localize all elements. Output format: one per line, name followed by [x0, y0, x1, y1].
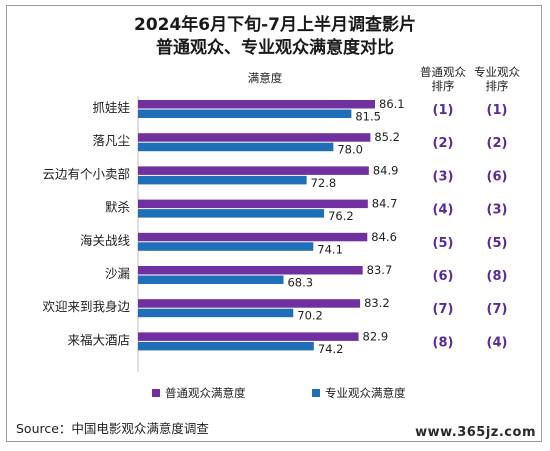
- value-label: 83.2: [364, 296, 390, 310]
- value-label: 76.2: [328, 209, 354, 223]
- value-label: 81.5: [355, 110, 381, 124]
- category-label: 云边有个小卖部: [42, 166, 130, 181]
- value-label: 86.1: [379, 97, 405, 111]
- bar-general: [138, 100, 375, 109]
- category-label: 抓娃娃: [92, 100, 130, 115]
- value-label: 70.2: [297, 309, 323, 323]
- bar-general: [138, 166, 369, 175]
- bar-professional: [138, 209, 325, 218]
- category-label: 沙漏: [105, 266, 130, 281]
- rank-general: (1): [433, 103, 454, 118]
- value-label: 85.2: [374, 130, 400, 144]
- rank-general: (7): [433, 302, 454, 317]
- legend-label: 专业观众满意度: [325, 386, 406, 400]
- bar-general: [138, 199, 368, 209]
- bar-professional: [138, 242, 314, 251]
- rank-professional: (2): [487, 136, 508, 151]
- bar-professional: [138, 109, 352, 118]
- value-label: 74.1: [317, 242, 343, 256]
- category-label: 来福大酒店: [67, 332, 130, 347]
- value-label: 68.3: [287, 276, 313, 290]
- rank-general: (2): [433, 136, 454, 151]
- rank-header-2: 排序: [486, 79, 509, 93]
- rank-professional: (8): [487, 269, 508, 284]
- rank-general: (3): [433, 169, 454, 184]
- value-label: 82.9: [363, 329, 389, 343]
- rank-general: (6): [433, 269, 454, 284]
- legend-swatch: [312, 389, 320, 397]
- category-label: 海关战线: [80, 233, 131, 248]
- chart-title: 2024年6月下旬-7月上半月调查影片: [133, 15, 417, 35]
- rank-header-1: 普通观众: [420, 65, 466, 79]
- value-label: 84.7: [372, 197, 398, 211]
- rank-professional: (7): [487, 302, 508, 317]
- bar-professional: [138, 341, 314, 351]
- bar-professional: [138, 142, 334, 152]
- rank-professional: (6): [487, 169, 508, 184]
- rank-professional: (1): [487, 103, 508, 118]
- bar-professional: [138, 308, 294, 318]
- rank-header-2: 专业观众: [474, 65, 520, 79]
- rank-header-1: 排序: [432, 79, 455, 93]
- legend-swatch: [152, 389, 160, 397]
- value-label: 72.8: [311, 176, 337, 190]
- category-label: 默杀: [105, 200, 130, 215]
- rank-general: (4): [433, 203, 454, 218]
- axis-header: 满意度: [248, 71, 283, 85]
- category-label: 欢迎来到我身边: [42, 299, 130, 314]
- rank-general: (8): [433, 335, 454, 350]
- rank-general: (5): [433, 236, 454, 251]
- value-label: 83.7: [367, 263, 393, 277]
- bar-general: [138, 266, 363, 275]
- value-label: 74.2: [318, 342, 344, 356]
- legend-label: 普通观众满意度: [165, 386, 246, 400]
- source-note: Source：中国电影观众满意度调查: [16, 421, 209, 436]
- chart-subtitle: 普通观众、专业观众满意度对比: [156, 38, 394, 58]
- category-label: 落凡尘: [92, 133, 130, 148]
- bar-professional: [138, 175, 307, 185]
- value-label: 84.6: [371, 230, 397, 244]
- rank-professional: (3): [487, 203, 508, 218]
- bar-general: [138, 133, 371, 142]
- watermark: www.365jz.com: [415, 425, 536, 440]
- bar-professional: [138, 275, 284, 284]
- rank-professional: (4): [487, 335, 508, 350]
- bar-general: [138, 332, 359, 341]
- value-label: 78.0: [337, 143, 363, 157]
- rank-professional: (5): [487, 236, 508, 251]
- chart-frame: [6, 5, 542, 442]
- bar-general: [138, 232, 368, 242]
- value-label: 84.9: [373, 163, 399, 177]
- bar-general: [138, 299, 361, 308]
